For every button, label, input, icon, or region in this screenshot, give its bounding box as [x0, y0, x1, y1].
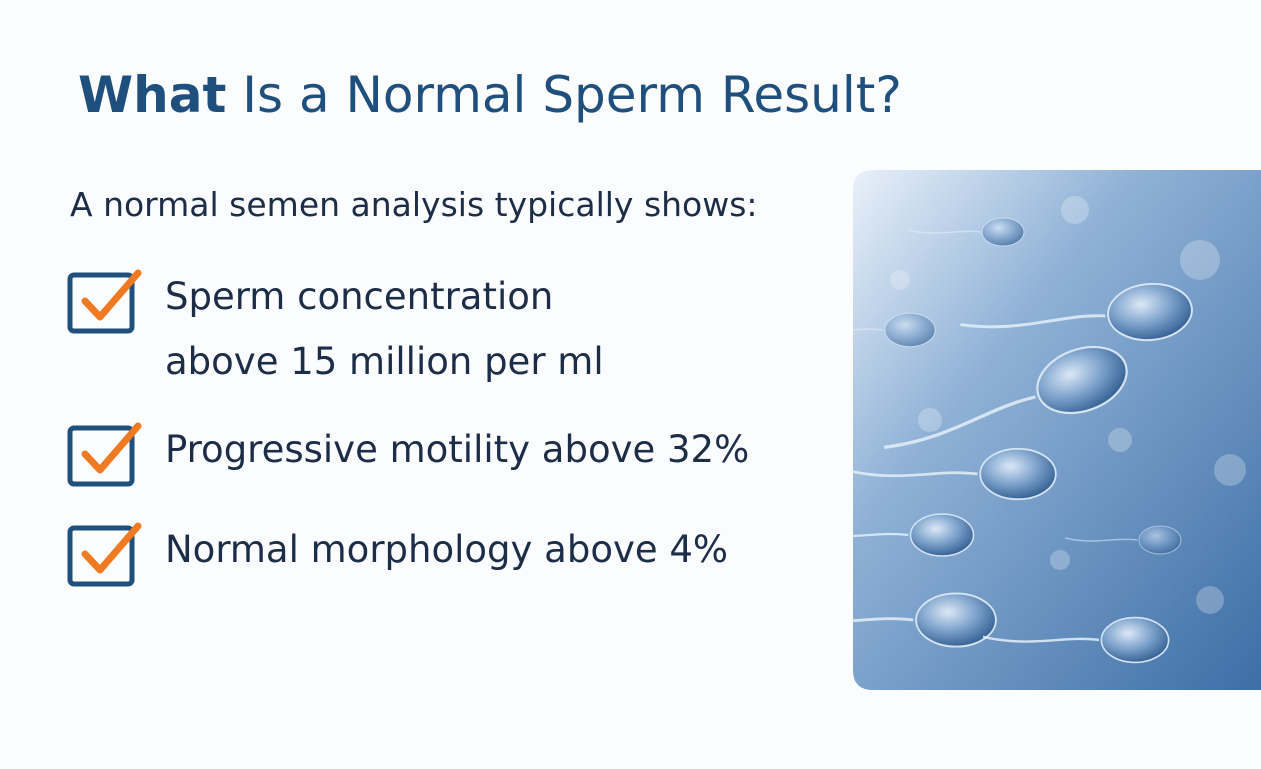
checklist: Sperm concentration above 15 million per … — [67, 269, 749, 587]
checkmark — [81, 522, 142, 574]
check-item: Progressive motility above 32% — [67, 422, 749, 487]
check-item: Sperm concentration above 15 million per … — [67, 269, 604, 383]
checkbox — [67, 525, 135, 587]
checkmark — [81, 269, 142, 321]
check-item-text: above 15 million per ml — [165, 340, 604, 383]
checkmark — [81, 422, 142, 474]
intro: A normal semen analysis typically shows: — [70, 185, 758, 224]
check-item-text: Normal morphology above 4% — [165, 528, 728, 571]
check-item-text: Sperm concentration — [165, 275, 553, 318]
checkbox — [67, 272, 135, 334]
title: What Is a Normal Sperm Result? — [78, 66, 902, 124]
check-item-text: Progressive motility above 32% — [165, 428, 749, 471]
title-rest: Is a Normal Sperm Result? — [242, 66, 902, 124]
checkbox — [67, 425, 135, 487]
sperm-image — [853, 170, 1261, 690]
title-bold: What — [78, 66, 226, 124]
check-item: Normal morphology above 4% — [67, 522, 728, 587]
